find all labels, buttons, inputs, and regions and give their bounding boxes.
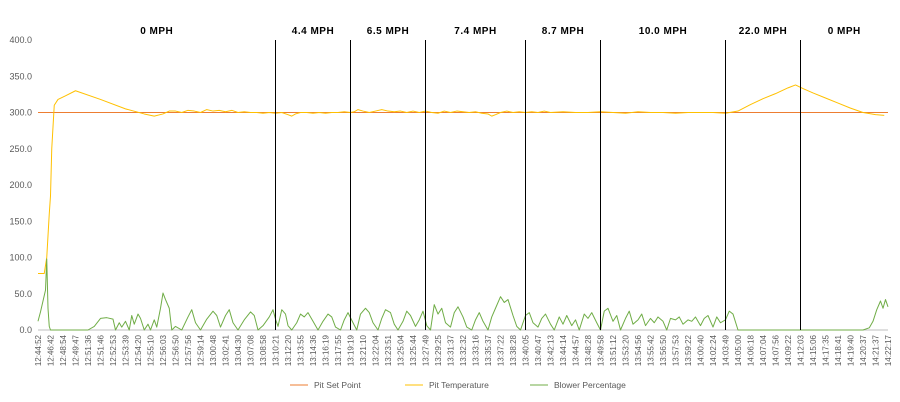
wind-speed-label: 4.4 MPH [292,26,334,37]
x-tick-label: 13:31:37 [447,334,456,366]
y-tick-label: 350.0 [9,71,32,81]
x-axis-ticks: 12:44:52 12:46:42 12:48:54 12:49:47 12:51:36… [34,334,893,366]
x-tick-label: 13:55:42 [647,334,656,366]
y-axis-ticks: 0.0 50.0 100.0 150.0 200.0 250.0 300.0 350.0 400… [9,35,32,335]
x-tick-label: 13:35:37 [484,334,493,366]
x-tick-label: 14:07:56 [772,334,781,366]
x-tick-label: 13:38:28 [509,334,518,366]
x-tick-label: 13:14:36 [309,334,318,366]
x-tick-label: 12:56:03 [159,334,168,366]
x-tick-label: 14:05:00 [734,334,743,366]
x-tick-label: 13:22:04 [372,334,381,366]
wind-speed-label: 0 MPH [828,26,861,37]
x-tick-label: 13:40:05 [522,334,531,366]
x-tick-label: 13:10:21 [272,334,281,366]
x-tick-label: 14:20:37 [859,334,868,366]
x-tick-label: 13:48:28 [584,334,593,366]
x-tick-label: 13:02:41 [222,334,231,366]
x-tick-label: 14:00:40 [697,334,706,366]
series-line [37,258,889,331]
x-tick-label: 14:15:06 [809,334,818,366]
x-tick-label: 14:06:18 [747,334,756,366]
x-tick-label: 13:37:22 [497,334,506,366]
series-line [38,84,885,274]
x-tick-label: 12:55:10 [147,334,156,366]
x-tick-label: 13:56:50 [659,334,668,366]
x-tick-label: 14:21:37 [872,334,881,366]
x-tick-label: 13:13:55 [297,334,306,366]
x-tick-label: 13:07:08 [247,334,256,366]
series-lines [37,84,889,331]
x-tick-label: 13:16:19 [322,334,331,366]
x-tick-label: 13:29:25 [434,334,443,366]
y-tick-label: 250.0 [9,144,32,154]
y-tick-label: 100.0 [9,253,32,263]
wind-speed-label: 0 MPH [140,26,173,37]
x-tick-label: 14:09:22 [784,334,793,366]
x-tick-label: 13:42:13 [547,334,556,366]
y-tick-label: 200.0 [9,180,32,190]
x-tick-label: 13:12:20 [284,334,293,366]
legend: Pit Set Point Pit Temperature Blower Perce… [290,380,626,390]
x-tick-label: 12:51:46 [97,334,106,366]
x-tick-label: 12:56:50 [172,334,181,366]
y-tick-label: 150.0 [9,216,32,226]
x-tick-label: 13:53:20 [622,334,631,366]
wind-speed-label: 8.7 MPH [542,26,584,37]
x-tick-label: 13:54:56 [634,334,643,366]
wind-speed-label: 6.5 MPH [367,26,409,37]
x-tick-label: 13:40:47 [534,334,543,366]
x-tick-label: 12:59:14 [197,334,206,366]
x-tick-label: 14:22:17 [884,334,893,366]
y-tick-label: 300.0 [9,108,32,118]
y-tick-label: 50.0 [14,289,32,299]
x-tick-label: 13:57:53 [672,334,681,366]
x-tick-label: 13:08:58 [259,334,268,366]
legend-label: Blower Percentage [554,380,626,390]
x-tick-label: 13:19:19 [347,334,356,366]
x-tick-label: 13:44:14 [559,334,568,366]
x-tick-label: 12:46:42 [47,334,56,366]
x-tick-label: 13:33:16 [472,334,481,366]
x-tick-label: 14:18:41 [834,334,843,366]
x-tick-label: 14:17:35 [822,334,831,366]
y-tick-label: 400.0 [9,35,32,45]
x-tick-label: 12:54:20 [134,334,143,366]
x-tick-label: 13:27:49 [422,334,431,366]
x-tick-label: 12:52:53 [109,334,118,366]
x-tick-label: 13:44:57 [572,334,581,366]
x-tick-label: 13:25:04 [397,334,406,366]
x-tick-label: 13:21:10 [359,334,368,366]
x-tick-label: 13:51:12 [609,334,618,366]
x-tick-label: 13:23:51 [384,334,393,366]
x-tick-label: 13:49:58 [597,334,606,366]
x-tick-label: 12:57:56 [184,334,193,366]
x-tick-label: 12:51:36 [84,334,93,366]
x-tick-label: 14:02:24 [709,334,718,366]
x-tick-label: 14:07:04 [759,334,768,366]
y-tick-label: 0.0 [19,325,32,335]
x-tick-label: 13:59:22 [684,334,693,366]
x-tick-label: 13:00:48 [209,334,218,366]
x-tick-label: 12:48:54 [59,334,68,366]
x-tick-label: 14:19:40 [847,334,856,366]
legend-label: Pit Set Point [314,380,361,390]
x-tick-label: 12:53:39 [122,334,131,366]
wind-dividers [275,40,801,330]
wind-speed-label: 10.0 MPH [639,26,687,37]
x-tick-label: 13:25:44 [409,334,418,366]
wind-speed-label: 7.4 MPH [454,26,496,37]
x-tick-label: 13:32:32 [459,334,468,366]
x-tick-label: 13:17:55 [334,334,343,366]
wind-speed-label: 22.0 MPH [739,26,787,37]
wind-labels: 0 MPH 4.4 MPH 6.5 MPH 7.4 MPH 8.7 MPH 10.0 MP… [140,26,861,37]
legend-label: Pit Temperature [429,380,489,390]
x-tick-label: 14:03:49 [722,334,731,366]
x-tick-label: 12:44:52 [34,334,43,366]
x-tick-label: 12:49:47 [72,334,81,366]
x-tick-label: 14:12:03 [797,334,806,366]
x-tick-label: 13:04:30 [234,334,243,366]
